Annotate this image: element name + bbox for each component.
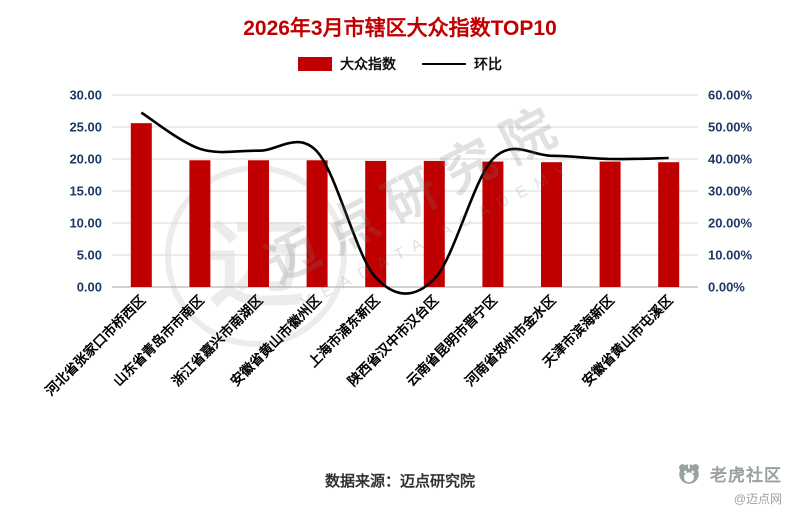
tiger-icon	[679, 464, 699, 484]
legend-item-bar: 大众指数	[298, 54, 396, 74]
left-axis-tick-label: 5.00	[77, 248, 102, 263]
data-source-note: 数据来源：迈点研究院	[324, 473, 475, 490]
right-axis-tick-label: 30.00%	[708, 184, 753, 199]
legend-line-label: 环比	[474, 56, 502, 72]
right-axis-tick-label: 60.00%	[708, 88, 753, 103]
right-axis-tick-label: 0.00%	[708, 280, 745, 295]
left-axis-tick-label: 25.00	[69, 120, 102, 135]
chart-title: 2026年3月市辖区大众指数TOP10	[243, 17, 557, 40]
right-axis-tick-label: 40.00%	[708, 152, 753, 167]
bar	[130, 123, 152, 287]
left-axis-tick-label: 30.00	[69, 88, 102, 103]
bar	[189, 160, 211, 287]
x-axis-category-label: 河北省张家口市桥西区	[42, 291, 149, 398]
left-axis-tick-label: 10.00	[69, 216, 102, 231]
right-axis-tick-label: 10.00%	[708, 248, 753, 263]
brand-handle: @迈点网	[733, 492, 782, 506]
left-axis-tick-label: 15.00	[69, 184, 102, 199]
legend-item-line: 环比	[422, 54, 502, 74]
bar	[306, 160, 328, 287]
bar	[423, 160, 445, 287]
chart-canvas: 0.00 0.00% 5.00 10.00% 10.00 20.00% 15.00 30.00…	[42, 88, 753, 399]
left-axis-tick-label: 20.00	[69, 152, 102, 167]
legend-bar-label: 大众指数	[340, 56, 396, 72]
trend-line	[140, 111, 669, 295]
right-axis-tick-label: 20.00%	[708, 216, 753, 231]
chart-legend: 大众指数 环比	[0, 54, 800, 74]
right-axis-tick-label: 50.00%	[708, 120, 753, 135]
left-axis-tick-label: 0.00	[77, 280, 102, 295]
bar	[365, 160, 387, 287]
bar	[658, 162, 680, 287]
bar-series-swatch	[298, 57, 332, 71]
bar	[482, 161, 504, 287]
line-series-swatch	[422, 62, 466, 66]
brand-name: 老虎社区	[710, 465, 782, 485]
bar	[248, 160, 269, 287]
bar	[599, 161, 621, 287]
brand-badge: 老虎社区 @迈点网	[676, 460, 782, 507]
bar	[541, 162, 562, 287]
